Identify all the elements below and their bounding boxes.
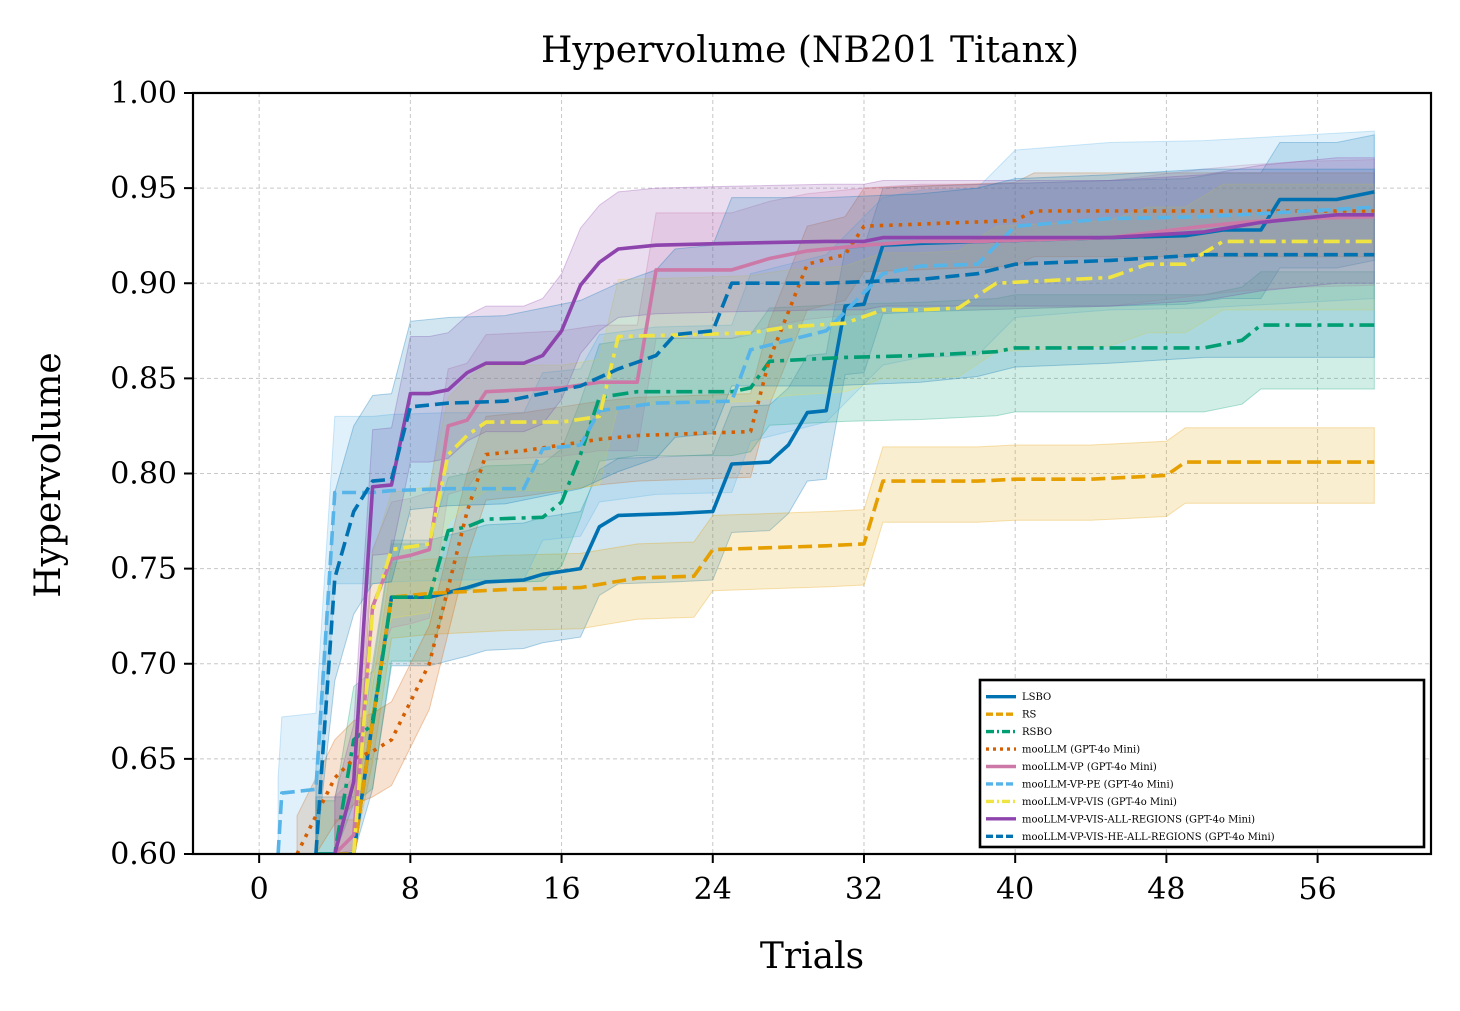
legend-label: LSBO xyxy=(1022,692,1051,703)
confidence-band xyxy=(334,159,1375,854)
legend: LSBO RS RSBO mooLLM (GPT-4o Mini) mooLLM-VP … xyxy=(978,678,1426,849)
confidence-band xyxy=(334,427,1375,854)
series-line xyxy=(333,213,1375,854)
x-tick-label: 0 xyxy=(250,872,269,907)
y-tick-label: 0.80 xyxy=(110,457,177,492)
x-tick-label: 24 xyxy=(694,872,732,907)
y-axis-title: Hypervolume xyxy=(28,352,69,597)
x-tick-label: 32 xyxy=(845,872,883,907)
series-line xyxy=(315,323,1375,854)
confidence-band xyxy=(315,134,1375,854)
y-tick-label: 0.95 xyxy=(110,171,177,206)
y-tick-label: 1.00 xyxy=(110,76,177,111)
series-line xyxy=(351,239,1375,854)
confidence-band xyxy=(353,183,1375,854)
y-tick-label: 0.60 xyxy=(110,837,177,872)
series-line xyxy=(314,252,1375,854)
x-tick-label: 16 xyxy=(542,872,580,907)
y-tick-label: 0.90 xyxy=(110,266,177,301)
legend-label: RSBO xyxy=(1022,727,1052,738)
y-tick-label: 0.85 xyxy=(110,361,177,396)
series-line xyxy=(276,205,1375,854)
x-tick-label: 48 xyxy=(1147,872,1185,907)
x-tick-label: 40 xyxy=(996,872,1034,907)
legend-label: mooLLM-VP-VIS-ALL-REGIONS (GPT-4o Mini) xyxy=(1022,814,1255,825)
y-tick-label: 0.65 xyxy=(110,742,177,777)
legend-label: mooLLM-VP (GPT-4o Mini) xyxy=(1022,762,1157,773)
confidence-band xyxy=(315,168,1375,854)
axis-ticks: 0 8 16 24 32 40 48 56 0.60 0.65 0.70 0.75 0.80 0.85 0.… xyxy=(110,76,1336,907)
legend-label: mooLLM-VP-VIS-HE-ALL-REGIONS (GPT-4o Min… xyxy=(1022,832,1275,843)
legend-label: mooLLM (GPT-4o Mini) xyxy=(1022,745,1140,756)
y-tick-label: 0.75 xyxy=(110,552,177,587)
legend-box xyxy=(978,678,1426,849)
legend-label: RS xyxy=(1022,710,1037,721)
legend-label: mooLLM-VP-PE (GPT-4o Mini) xyxy=(1022,779,1174,790)
x-tick-label: 8 xyxy=(401,872,420,907)
series-lines xyxy=(276,190,1375,854)
x-tick-label: 56 xyxy=(1299,872,1337,907)
y-tick-label: 0.70 xyxy=(110,647,177,682)
confidence-bands xyxy=(277,130,1375,854)
chart-title: Hypervolume (NB201 Titanx) xyxy=(541,30,1079,71)
confidence-band xyxy=(334,157,1375,854)
x-axis-title: Trials xyxy=(760,936,864,977)
legend-label: mooLLM-VP-VIS (GPT-4o Mini) xyxy=(1022,797,1177,808)
